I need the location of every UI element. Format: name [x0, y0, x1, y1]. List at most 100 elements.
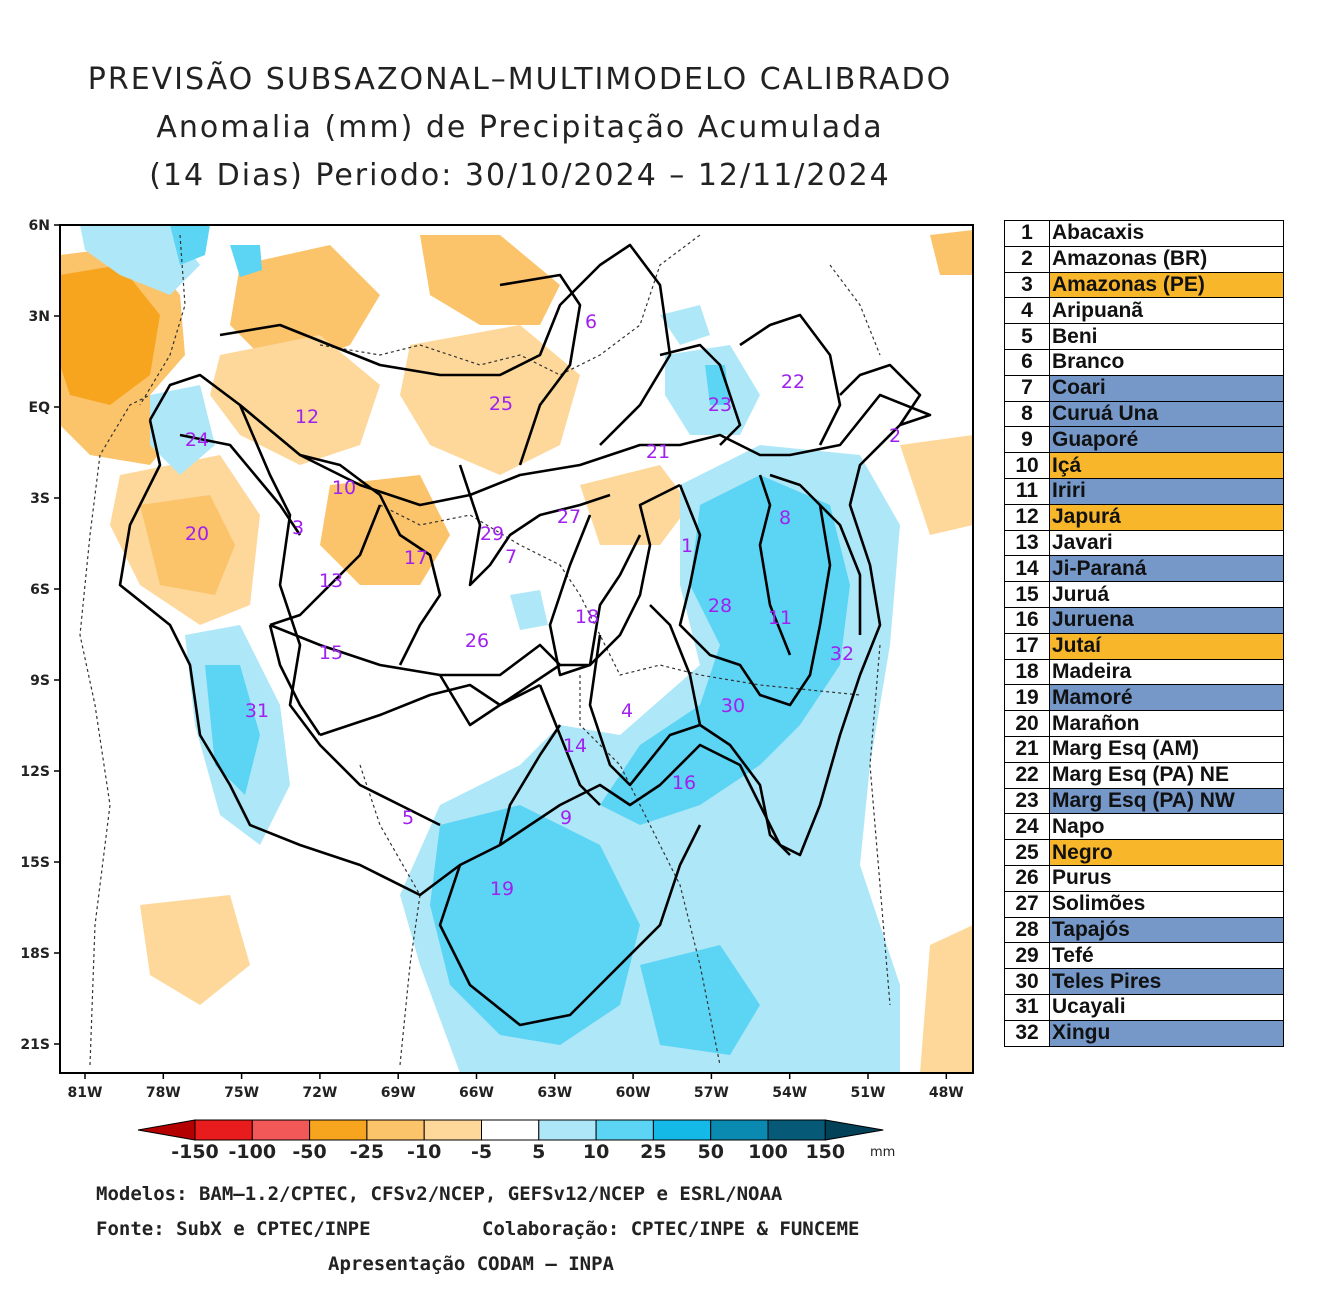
legend-basin-name: Solimões — [1049, 890, 1284, 918]
colorbar-cell — [767, 1119, 826, 1141]
legend-row: 25 Negro — [1004, 839, 1284, 866]
legend-number: 7 — [1004, 374, 1050, 402]
basin-label-31: 31 — [245, 700, 269, 722]
legend-basin-name: Marg Esq (PA) NE — [1049, 761, 1284, 789]
colorbar-label: 10 — [583, 1141, 609, 1163]
legend-number: 1 — [1004, 220, 1050, 247]
lat-tick-label: 6N — [29, 218, 50, 234]
wet-anomaly-region — [205, 665, 260, 795]
legend-basin-name: Teles Pires — [1049, 968, 1284, 995]
basin-label-2: 2 — [889, 425, 901, 447]
basin-label-5: 5 — [402, 807, 414, 829]
basin-legend-table: 1 Abacaxis 2 Amazonas (BR) 3 Amazonas (PE) 4 Ar… — [1004, 220, 1284, 1047]
wet-anomaly-region — [430, 805, 640, 1045]
title-line-1: PREVISÃO SUBSAZONAL–MULTIMODELO CALIBRAD… — [87, 62, 953, 97]
legend-basin-name: Jutaí — [1049, 632, 1284, 660]
legend-number: 21 — [1004, 735, 1050, 763]
lat-tick-label: 6S — [30, 582, 50, 598]
legend-number: 16 — [1004, 606, 1050, 634]
legend-basin-name: Ucayali — [1049, 993, 1284, 1021]
legend-number: 6 — [1004, 348, 1050, 376]
colorbar-cell — [137, 1119, 196, 1141]
colorbar-cell — [251, 1119, 311, 1141]
legend-row: 9 Guaporé — [1004, 426, 1284, 454]
legend-number: 3 — [1004, 271, 1050, 299]
lat-tick-label: 3S — [30, 491, 50, 507]
legend-number: 15 — [1004, 581, 1050, 608]
colorbar-label: 150 — [805, 1141, 845, 1163]
colorbar-label: -150 — [171, 1141, 219, 1163]
legend-number: 14 — [1004, 555, 1050, 583]
colorbar-cell — [423, 1119, 483, 1141]
legend-basin-name: Tapajós — [1049, 916, 1284, 944]
legend-number: 8 — [1004, 400, 1050, 428]
basin-label-27: 27 — [557, 506, 581, 528]
basin-label-11: 11 — [768, 607, 792, 629]
colorbar-label: -25 — [350, 1141, 384, 1163]
legend-basin-name: Marg Esq (PA) NW — [1049, 787, 1284, 815]
basin-boundaries — [118, 243, 932, 1027]
legend-number: 20 — [1004, 710, 1050, 737]
legend-row: 16 Juruena — [1004, 606, 1284, 634]
legend-basin-name: Coari — [1049, 374, 1284, 402]
basin-label-16: 16 — [672, 772, 696, 794]
legend-row: 30 Teles Pires — [1004, 968, 1284, 995]
legend-number: 22 — [1004, 761, 1050, 789]
basin-label-32: 32 — [830, 643, 854, 665]
legend-basin-name: Javari — [1049, 529, 1284, 557]
dry-anomaly-region — [930, 230, 973, 275]
basin-label-15: 15 — [319, 642, 343, 664]
colorbar-label: 50 — [697, 1141, 723, 1163]
colorbar-cell — [194, 1119, 253, 1141]
wet-anomaly-region — [150, 385, 215, 475]
basin-label-12: 12 — [295, 406, 319, 428]
legend-row: 13 Javari — [1004, 529, 1284, 557]
legend-number: 31 — [1004, 993, 1050, 1021]
legend-number: 28 — [1004, 916, 1050, 944]
wet-anomaly-region — [510, 590, 548, 630]
legend-row: 3 Amazonas (PE) — [1004, 271, 1284, 299]
colorbar-unit: mm — [870, 1145, 895, 1160]
legend-row: 18 Madeira — [1004, 658, 1284, 686]
wet-anomaly-region — [80, 225, 200, 295]
legend-number: 10 — [1004, 452, 1050, 479]
footer-source: Fonte: SubX e CPTEC/INPE — [96, 1218, 371, 1240]
colorbar-cell — [538, 1119, 597, 1141]
legend-basin-name: Aripuanã — [1049, 297, 1284, 325]
legend-basin-name: Juruena — [1049, 606, 1284, 634]
wet-anomaly-region — [660, 305, 710, 345]
colorbar-cell — [710, 1119, 769, 1141]
legend-basin-name: Amazonas (BR) — [1049, 245, 1284, 273]
legend-row: 27 Solimões — [1004, 890, 1284, 918]
country-borders — [79, 234, 891, 1066]
lon-tick-label: 51W — [851, 1085, 886, 1101]
dry-anomaly-region — [60, 265, 160, 405]
legend-basin-name: Juruá — [1049, 581, 1284, 608]
legend-basin-name: Napo — [1049, 813, 1284, 841]
legend-row: 29 Tefé — [1004, 942, 1284, 970]
dry-anomaly-region — [230, 245, 380, 365]
legend-row: 24 Napo — [1004, 813, 1284, 841]
colorbar-cell — [481, 1119, 540, 1141]
colorbar-label: -10 — [407, 1141, 441, 1163]
anomaly-map: 6N 3N EQ 3S 6S 9S 12S 15S 18S 21S 81W 78W 75W 72W 69W… — [20, 218, 974, 1101]
legend-basin-name: Iriri — [1049, 477, 1284, 505]
legend-number: 5 — [1004, 323, 1050, 350]
lon-tick-label: 72W — [302, 1085, 337, 1101]
wet-anomaly-region — [600, 475, 850, 825]
basin-label-22: 22 — [781, 371, 805, 393]
legend-number: 26 — [1004, 864, 1050, 892]
lat-tick-label: 12S — [20, 764, 50, 780]
basin-label-4: 4 — [621, 700, 633, 722]
wet-anomaly-region — [640, 945, 760, 1055]
lat-tick-label: 9S — [30, 673, 50, 689]
dry-anomaly-region — [920, 925, 973, 1073]
lon-tick-label: 81W — [68, 1085, 103, 1101]
legend-basin-name: Branco — [1049, 348, 1284, 376]
basin-label-8: 8 — [779, 507, 791, 529]
lon-tick-label: 75W — [224, 1085, 259, 1101]
basin-label-17: 17 — [404, 547, 428, 569]
lon-tick-label: 57W — [694, 1085, 729, 1101]
basin-label-26: 26 — [465, 630, 489, 652]
lat-tick-label: 3N — [29, 309, 50, 325]
